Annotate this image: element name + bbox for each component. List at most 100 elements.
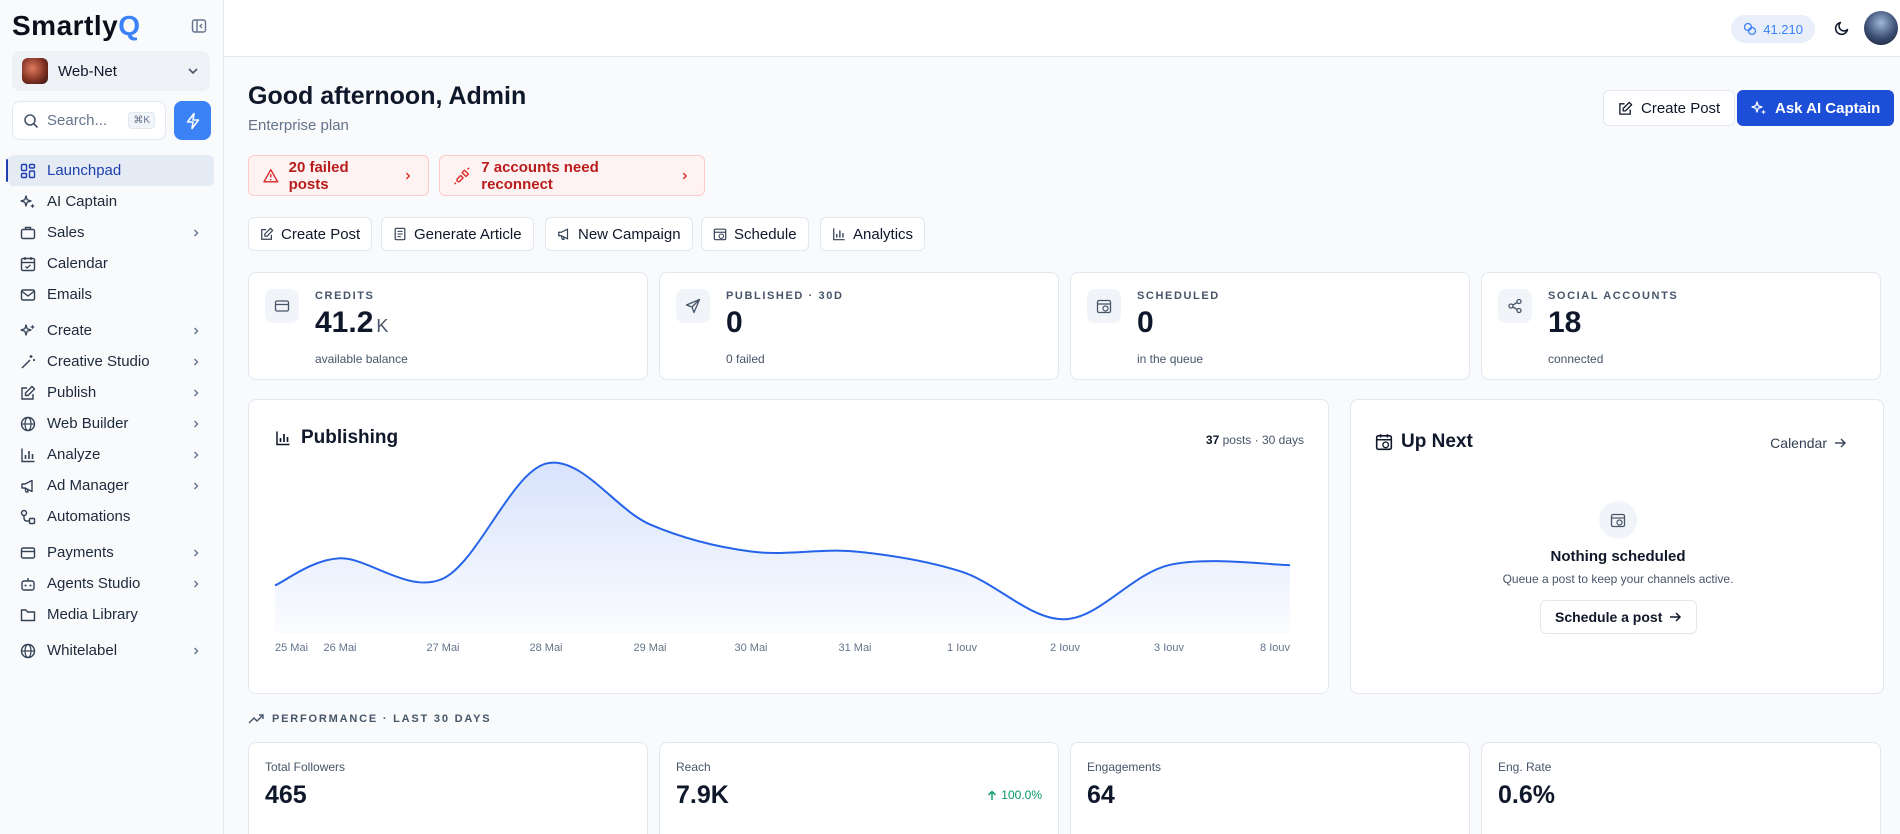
- quick-create-post-button[interactable]: Create Post: [248, 217, 373, 251]
- bar-chart-icon: [833, 228, 845, 241]
- chart-point[interactable]: [1163, 559, 1175, 571]
- chart-point[interactable]: [269, 579, 281, 591]
- credit-card-icon: [20, 546, 36, 559]
- theme-toggle[interactable]: [1834, 20, 1850, 36]
- chart-point[interactable]: [1059, 613, 1071, 625]
- x-tick-label: 26 Mai: [323, 642, 356, 654]
- chart-point[interactable]: [745, 546, 757, 558]
- sidebar-item-label: Create: [47, 322, 93, 339]
- chart-point[interactable]: [334, 552, 346, 564]
- sidebar: SmartlyQ Web-Net Search... ⌘K Launchpad …: [0, 0, 224, 834]
- create-post-label: Create Post: [1641, 99, 1721, 117]
- chart-title: Publishing: [275, 427, 398, 449]
- chevron-right-icon: [194, 389, 199, 396]
- chevron-right-icon: [194, 580, 199, 587]
- top-bar: 41.210: [224, 0, 1900, 57]
- analytics-button[interactable]: Analytics: [820, 217, 926, 251]
- generate-article-button[interactable]: Generate Article: [381, 217, 534, 251]
- performance-heading: PERFORMANCE · LAST 30 DAYS: [248, 713, 491, 725]
- chart-point[interactable]: [1284, 559, 1296, 571]
- schedule-post-label: Schedule a post: [1555, 609, 1663, 625]
- chevron-right-icon: [194, 549, 199, 556]
- followers-card: Total Followers 465: [248, 742, 648, 834]
- sidebar-item-ad-manager[interactable]: Ad Manager: [8, 470, 214, 501]
- schedule-post-button[interactable]: Schedule a post: [1540, 600, 1698, 634]
- metric-label: Eng. Rate: [1498, 760, 1552, 774]
- sidebar-item-ai-captain[interactable]: AI Captain: [8, 186, 214, 217]
- chevron-right-icon: [194, 420, 199, 427]
- search-shortcut: ⌘K: [128, 112, 155, 129]
- reach-card: Reach 7.9K 100.0%: [659, 742, 1059, 834]
- calendar-clock-icon: [1599, 501, 1637, 539]
- create-post-button[interactable]: Create Post: [1603, 90, 1736, 126]
- calendar-icon: [20, 256, 36, 271]
- stat-value: 0: [1137, 306, 1154, 339]
- sidebar-item-web-builder[interactable]: Web Builder: [8, 408, 214, 439]
- chart-point[interactable]: [644, 518, 656, 530]
- sidebar-item-launchpad[interactable]: Launchpad: [6, 155, 214, 186]
- sidebar-item-emails[interactable]: Emails: [8, 279, 214, 310]
- schedule-button[interactable]: Schedule: [701, 217, 809, 251]
- ask-ai-captain-button[interactable]: Ask AI Captain: [1737, 90, 1895, 126]
- sparkles-icon: [20, 323, 35, 336]
- sidebar-item-label: Launchpad: [47, 162, 122, 179]
- chart-point[interactable]: [437, 573, 449, 585]
- edit-icon: [261, 227, 274, 240]
- failed-posts-alert[interactable]: 20 failed posts: [248, 155, 429, 196]
- bot-icon: [21, 577, 35, 591]
- sidebar-item-creative-studio[interactable]: Creative Studio: [8, 346, 214, 377]
- reconnect-accounts-alert[interactable]: 7 accounts need reconnect: [439, 155, 705, 196]
- calendar-link[interactable]: Calendar: [1770, 435, 1847, 451]
- sidebar-item-payments[interactable]: Payments: [8, 537, 214, 568]
- chart-point[interactable]: [849, 546, 861, 558]
- brand-logo[interactable]: SmartlyQ: [12, 10, 141, 42]
- search-icon: [24, 113, 39, 128]
- bar-chart-icon: [21, 448, 35, 462]
- sidebar-item-calendar[interactable]: Calendar: [8, 248, 214, 279]
- bar-chart-icon: [276, 431, 290, 446]
- x-tick-label: 3 Iouv: [1154, 642, 1184, 654]
- collapse-sidebar-icon[interactable]: [190, 17, 208, 35]
- trending-up-icon: [248, 714, 264, 724]
- sidebar-item-label: Analyze: [47, 446, 101, 463]
- main-content: Good afternoon, Admin Enterprise plan Cr…: [224, 57, 1900, 834]
- new-campaign-button[interactable]: New Campaign: [545, 217, 693, 251]
- document-icon: [394, 227, 406, 241]
- calendar-link-label: Calendar: [1770, 435, 1827, 451]
- up-next-title-text: Up Next: [1401, 431, 1473, 452]
- quick-action-button[interactable]: [174, 101, 211, 140]
- performance-heading-text: PERFORMANCE · LAST 30 DAYS: [272, 713, 492, 725]
- x-tick-label: 29 Mai: [633, 642, 666, 654]
- arrow-right-icon: [1835, 438, 1846, 448]
- sidebar-item-automations[interactable]: Automations: [8, 501, 214, 532]
- chart-point[interactable]: [956, 566, 968, 578]
- sidebar-item-create[interactable]: Create: [8, 315, 214, 346]
- stat-value: 41.2 K: [315, 306, 389, 339]
- chart-point[interactable]: [540, 458, 552, 470]
- sparkles-icon: [1751, 101, 1766, 115]
- metric-value: 7.9K: [676, 781, 729, 809]
- chart-meta-text: posts · 30 days: [1222, 433, 1304, 447]
- sidebar-item-publish[interactable]: Publish: [8, 377, 214, 408]
- sidebar-item-sales[interactable]: Sales: [8, 217, 214, 248]
- stat-label: SOCIAL ACCOUNTS: [1548, 290, 1679, 302]
- sidebar-item-whitelabel[interactable]: Whitelabel: [8, 635, 214, 666]
- warning-icon: [263, 168, 279, 183]
- edit-icon: [21, 385, 36, 400]
- sidebar-item-label: Creative Studio: [47, 353, 150, 370]
- chart-meta: 37 posts · 30 days: [1206, 433, 1304, 447]
- workspace-switcher[interactable]: Web-Net: [12, 51, 210, 91]
- sidebar-item-agents-studio[interactable]: Agents Studio: [8, 568, 214, 599]
- search-input[interactable]: Search... ⌘K: [12, 101, 166, 140]
- calendar-clock-icon: [713, 228, 727, 241]
- user-avatar[interactable]: [1864, 11, 1898, 45]
- credits-badge[interactable]: 41.210: [1731, 15, 1815, 43]
- plan-label: Enterprise plan: [248, 117, 349, 134]
- sidebar-item-analyze[interactable]: Analyze: [8, 439, 214, 470]
- stat-value: 0: [726, 306, 743, 339]
- quick-create-post-label: Create Post: [281, 225, 361, 243]
- chevron-down-icon: [188, 68, 198, 75]
- sidebar-item-label: Media Library: [47, 606, 138, 623]
- coins-icon: [1744, 22, 1757, 36]
- sidebar-item-media-library[interactable]: Media Library: [8, 599, 214, 630]
